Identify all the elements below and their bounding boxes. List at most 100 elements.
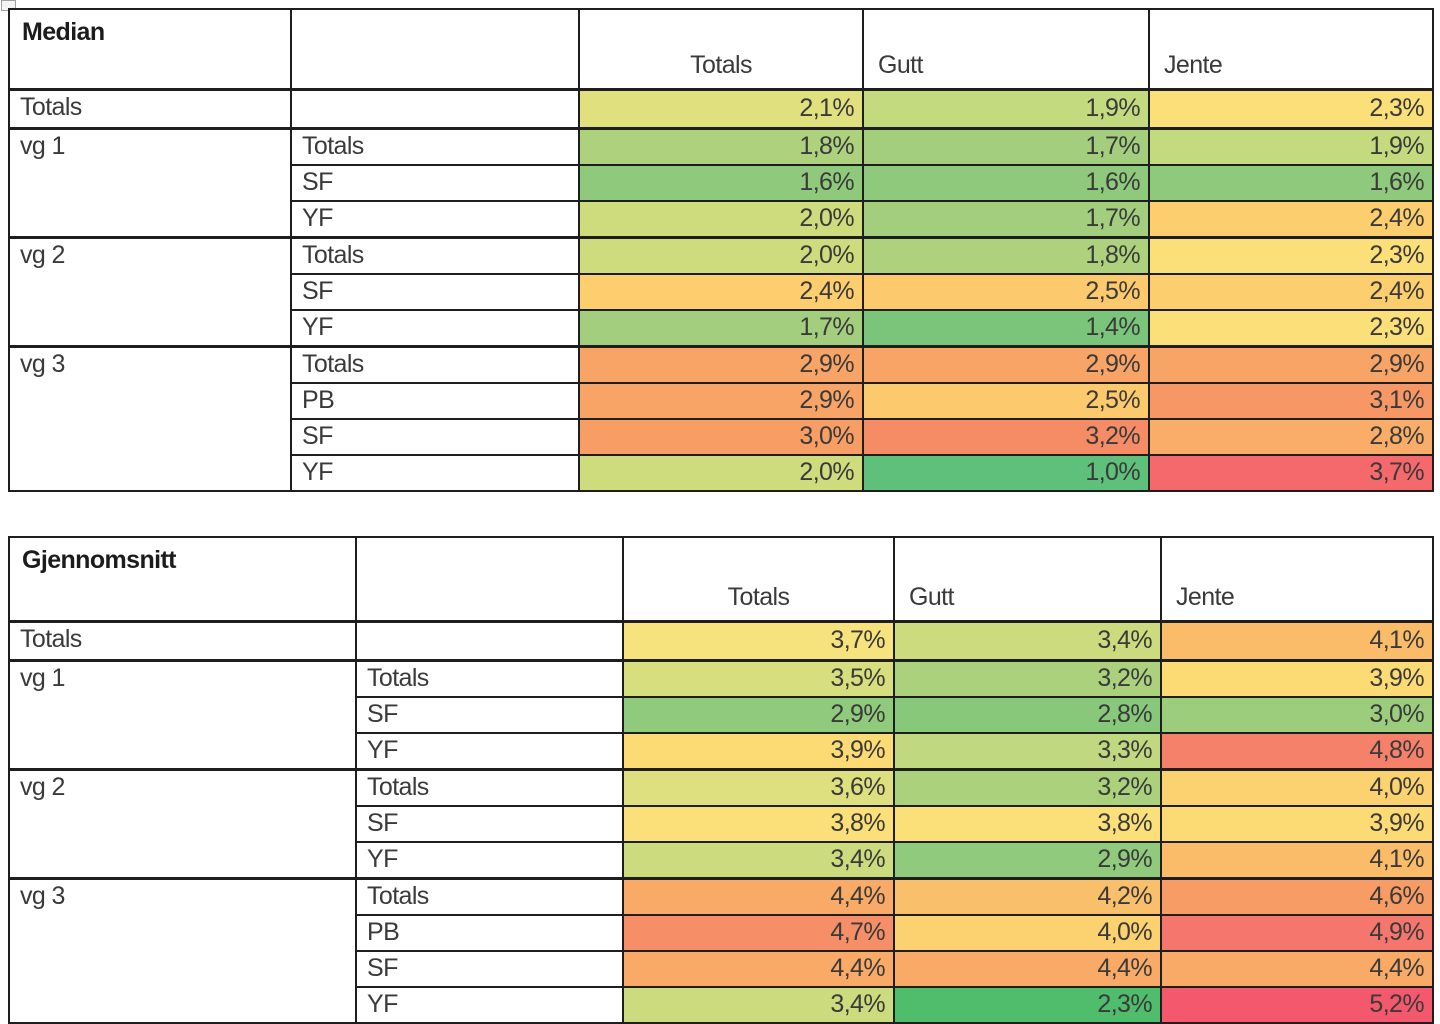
value-cell[interactable]: 4,8% <box>1160 731 1434 770</box>
row-sub-label[interactable]: Totals <box>290 126 580 166</box>
row-sub-label[interactable]: YF <box>290 453 580 492</box>
value-cell[interactable]: 2,9% <box>578 344 864 384</box>
value-cell[interactable]: 2,9% <box>622 695 895 734</box>
value-cell[interactable]: 3,0% <box>1160 695 1434 734</box>
value-cell[interactable]: 4,1% <box>1160 619 1434 661</box>
value-cell[interactable]: 3,8% <box>893 804 1162 843</box>
value-cell[interactable]: 1,7% <box>862 199 1150 238</box>
value-cell[interactable]: 3,9% <box>1160 658 1434 698</box>
header-spacer-cell[interactable] <box>290 8 580 90</box>
value-cell[interactable]: 1,4% <box>862 308 1150 347</box>
row-group-label[interactable]: vg 2 <box>8 235 292 347</box>
row-sub-label[interactable]: SF <box>355 695 624 734</box>
value-cell[interactable]: 1,6% <box>578 163 864 202</box>
row-group-label[interactable]: vg 3 <box>8 344 292 492</box>
value-cell[interactable]: 2,3% <box>1148 308 1434 347</box>
value-cell[interactable]: 3,0% <box>578 417 864 456</box>
value-cell[interactable]: 1,0% <box>862 453 1150 492</box>
row-sub-label[interactable]: Totals <box>355 876 624 916</box>
row-sub-label[interactable]: SF <box>290 272 580 311</box>
value-cell[interactable]: 4,4% <box>622 949 895 988</box>
value-cell[interactable]: 2,8% <box>893 695 1162 734</box>
column-header-jente[interactable]: Jente <box>1148 8 1434 90</box>
value-cell[interactable]: 3,8% <box>622 804 895 843</box>
value-cell[interactable]: 2,0% <box>578 199 864 238</box>
row-sub-label[interactable]: SF <box>355 949 624 988</box>
row-sub-label[interactable]: Totals <box>290 344 580 384</box>
value-cell[interactable]: 3,9% <box>622 731 895 770</box>
value-cell[interactable]: 3,6% <box>622 767 895 807</box>
row-sub-label[interactable] <box>290 87 580 129</box>
value-cell[interactable]: 4,2% <box>893 876 1162 916</box>
column-header-gutt[interactable]: Gutt <box>893 536 1162 622</box>
row-sub-label[interactable]: SF <box>290 417 580 456</box>
column-header-totals[interactable]: Totals <box>578 8 864 90</box>
value-cell[interactable]: 3,1% <box>1148 381 1434 420</box>
value-cell[interactable]: 1,8% <box>578 126 864 166</box>
value-cell[interactable]: 2,0% <box>578 453 864 492</box>
row-group-label[interactable]: Totals <box>8 619 357 661</box>
value-cell[interactable]: 4,0% <box>1160 767 1434 807</box>
header-spacer-cell[interactable] <box>355 536 624 622</box>
value-cell[interactable]: 2,8% <box>1148 417 1434 456</box>
value-cell[interactable]: 3,2% <box>893 658 1162 698</box>
row-sub-label[interactable]: SF <box>355 804 624 843</box>
row-sub-label[interactable]: YF <box>290 199 580 238</box>
value-cell[interactable]: 2,4% <box>1148 272 1434 311</box>
table-title-median[interactable]: Median <box>8 8 292 90</box>
value-cell[interactable]: 4,4% <box>622 876 895 916</box>
value-cell[interactable]: 2,3% <box>1148 87 1434 129</box>
value-cell[interactable]: 3,5% <box>622 658 895 698</box>
value-cell[interactable]: 3,9% <box>1160 804 1434 843</box>
value-cell[interactable]: 2,3% <box>893 985 1162 1024</box>
row-sub-label[interactable] <box>355 619 624 661</box>
value-cell[interactable]: 2,4% <box>578 272 864 311</box>
value-cell[interactable]: 1,6% <box>862 163 1150 202</box>
column-header-totals[interactable]: Totals <box>622 536 895 622</box>
value-cell[interactable]: 1,9% <box>862 87 1150 129</box>
value-cell[interactable]: 2,9% <box>1148 344 1434 384</box>
value-cell[interactable]: 4,4% <box>1160 949 1434 988</box>
value-cell[interactable]: 2,3% <box>1148 235 1434 275</box>
row-sub-label[interactable]: YF <box>355 731 624 770</box>
value-cell[interactable]: 1,6% <box>1148 163 1434 202</box>
value-cell[interactable]: 3,4% <box>893 619 1162 661</box>
row-sub-label[interactable]: PB <box>290 381 580 420</box>
value-cell[interactable]: 4,9% <box>1160 913 1434 952</box>
value-cell[interactable]: 2,5% <box>862 272 1150 311</box>
value-cell[interactable]: 3,3% <box>893 731 1162 770</box>
row-sub-label[interactable]: YF <box>355 840 624 879</box>
value-cell[interactable]: 3,4% <box>622 985 895 1024</box>
column-header-jente[interactable]: Jente <box>1160 536 1434 622</box>
row-group-label[interactable]: vg 1 <box>8 126 292 238</box>
row-sub-label[interactable]: SF <box>290 163 580 202</box>
value-cell[interactable]: 4,4% <box>893 949 1162 988</box>
value-cell[interactable]: 2,0% <box>578 235 864 275</box>
value-cell[interactable]: 1,7% <box>578 308 864 347</box>
value-cell[interactable]: 3,4% <box>622 840 895 879</box>
row-sub-label[interactable]: PB <box>355 913 624 952</box>
value-cell[interactable]: 4,7% <box>622 913 895 952</box>
row-sub-label[interactable]: YF <box>355 985 624 1024</box>
value-cell[interactable]: 2,5% <box>862 381 1150 420</box>
value-cell[interactable]: 1,9% <box>1148 126 1434 166</box>
value-cell[interactable]: 4,1% <box>1160 840 1434 879</box>
value-cell[interactable]: 4,6% <box>1160 876 1434 916</box>
value-cell[interactable]: 5,2% <box>1160 985 1434 1024</box>
value-cell[interactable]: 3,7% <box>622 619 895 661</box>
value-cell[interactable]: 4,0% <box>893 913 1162 952</box>
value-cell[interactable]: 1,7% <box>862 126 1150 166</box>
value-cell[interactable]: 2,4% <box>1148 199 1434 238</box>
table-title-gjennomsnitt[interactable]: Gjennomsnitt <box>8 536 357 622</box>
value-cell[interactable]: 3,7% <box>1148 453 1434 492</box>
value-cell[interactable]: 2,9% <box>893 840 1162 879</box>
value-cell[interactable]: 2,1% <box>578 87 864 129</box>
value-cell[interactable]: 3,2% <box>862 417 1150 456</box>
row-sub-label[interactable]: Totals <box>355 658 624 698</box>
row-sub-label[interactable]: YF <box>290 308 580 347</box>
row-sub-label[interactable]: Totals <box>355 767 624 807</box>
row-group-label[interactable]: vg 2 <box>8 767 357 879</box>
value-cell[interactable]: 2,9% <box>862 344 1150 384</box>
column-header-gutt[interactable]: Gutt <box>862 8 1150 90</box>
row-group-label[interactable]: Totals <box>8 87 292 129</box>
